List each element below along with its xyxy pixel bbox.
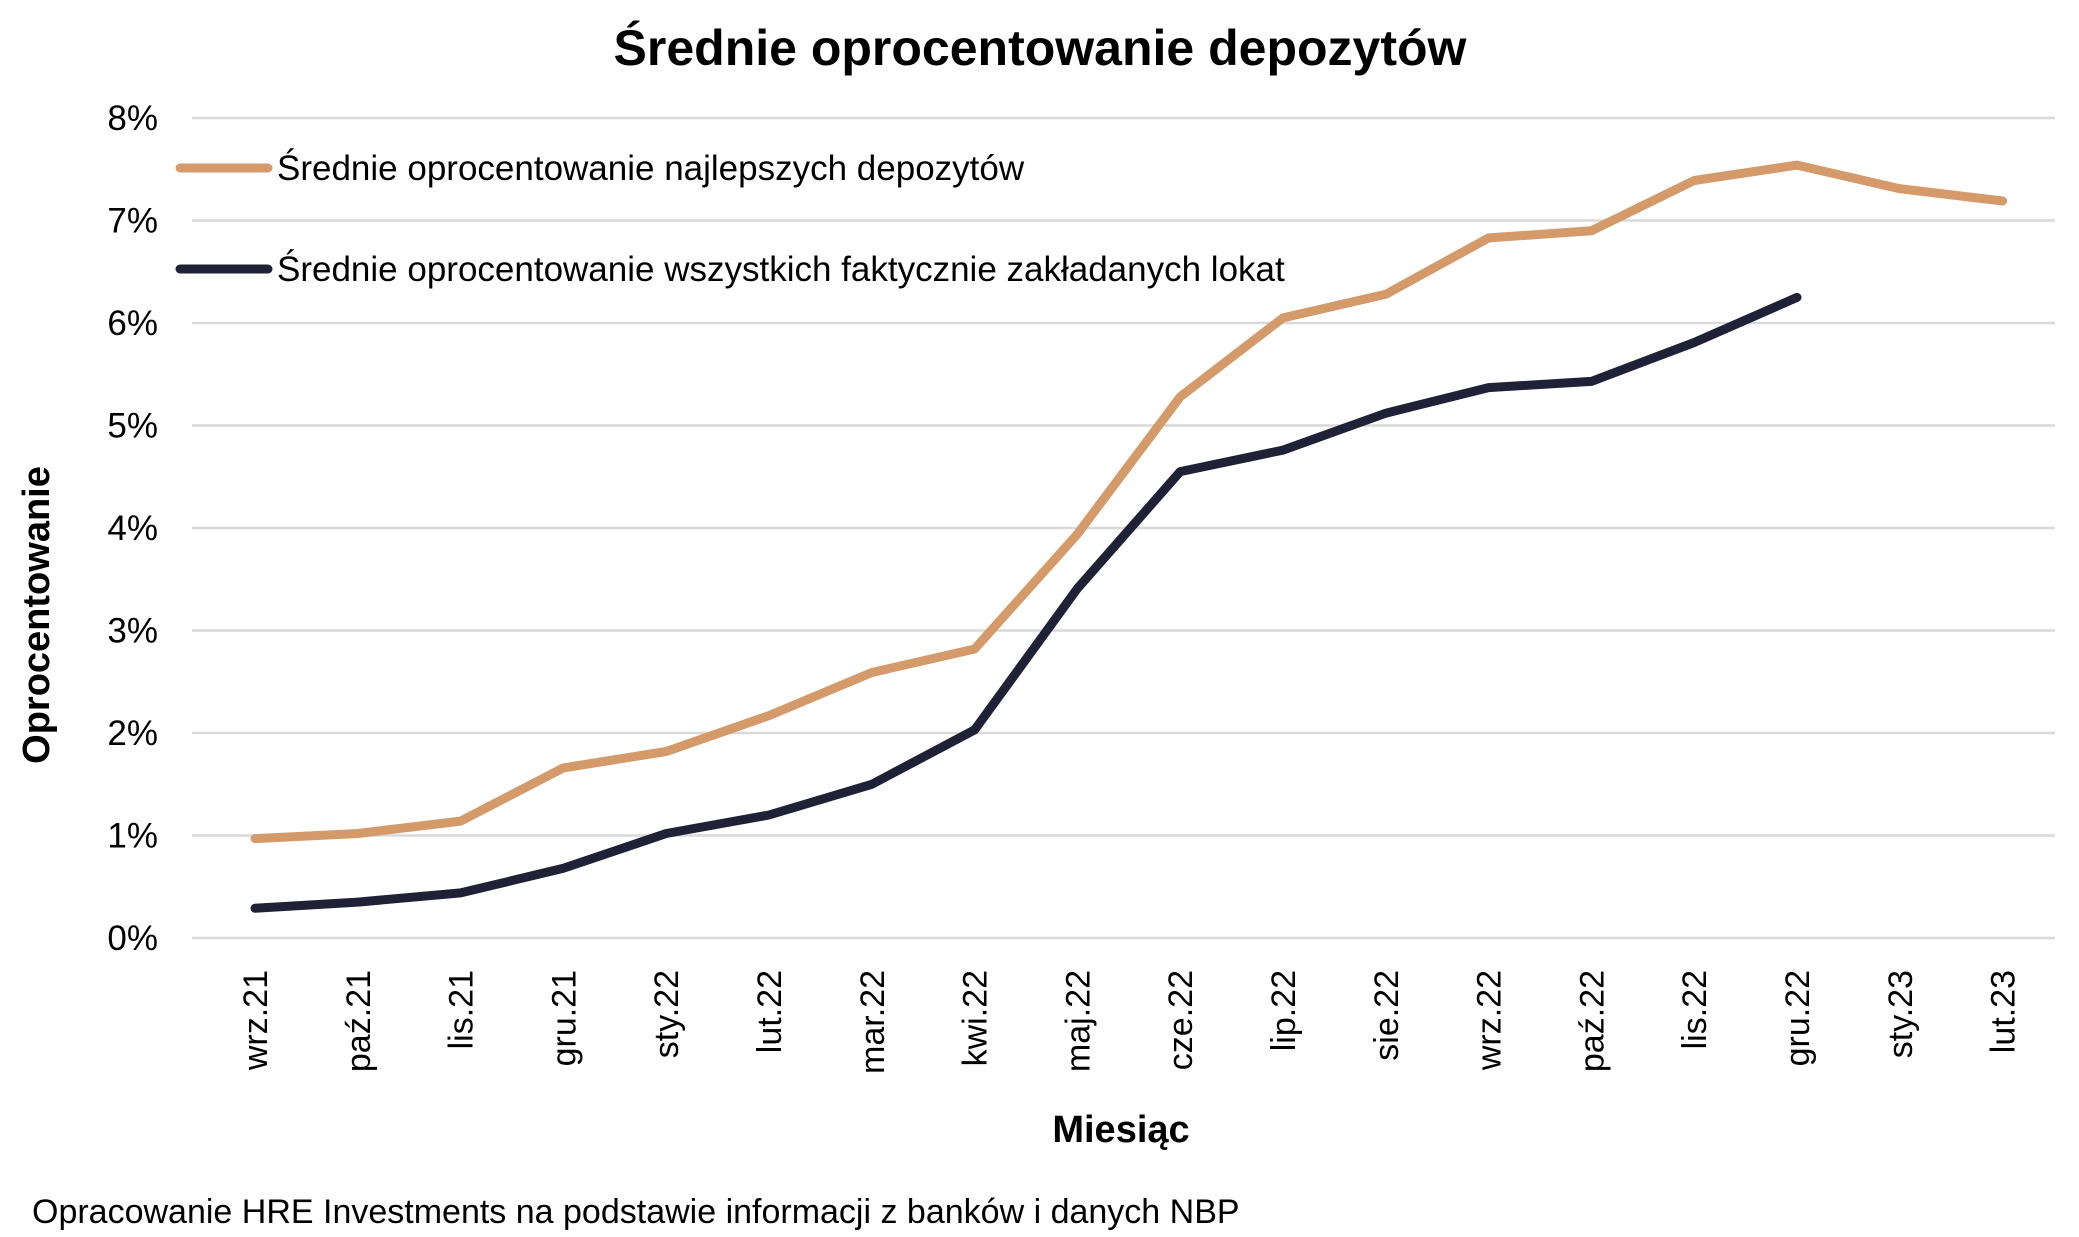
data-point [562,766,565,769]
data-point [973,728,976,731]
y-tick-label: 6% [107,304,158,343]
series-lines [250,160,2008,913]
data-point [2001,200,2004,203]
x-tick-label: lip.22 [1265,970,1303,1051]
x-axis-ticks: wrz.21 paź.21 lis.21 gru.21 sty.22 lut.22 mar.… [237,970,2023,1074]
data-point [1384,293,1387,296]
data-point [459,820,462,823]
data-point [459,891,462,894]
series-line-all-deposits [250,292,1802,913]
data-point [973,647,976,650]
x-tick-label: maj.22 [1059,970,1097,1072]
x-tick-label: sty.23 [1882,970,1920,1058]
data-point [1487,386,1490,389]
data-point [768,714,770,717]
gridlines [192,116,2055,940]
x-tick-label: lut.23 [1985,970,2023,1053]
data-point [254,907,256,910]
x-tick-label: paź.21 [340,970,378,1072]
x-tick-label: wrz.22 [1471,970,1509,1071]
data-point [1898,187,1901,190]
legend-label-all-deposits: Średnie oprocentowanie wszystkich faktyc… [277,249,1285,289]
y-axis-title: Oprocentowanie [16,466,58,764]
y-tick-label: 2% [107,714,158,753]
x-tick-label: lis.21 [443,970,481,1049]
x-tick-label: paź.22 [1573,970,1611,1072]
data-point [870,671,873,674]
chart-title: Średnie oprocentowanie depozytów [614,20,1467,76]
data-point [1693,341,1696,344]
x-tick-label: lut.22 [751,970,789,1053]
y-tick-label: 5% [107,407,158,446]
data-point [1282,316,1284,319]
x-tick-label: gru.22 [1779,970,1817,1066]
data-point [870,783,873,786]
x-tick-label: mar.22 [854,970,892,1074]
legend-label-best-deposits: Średnie oprocentowanie najlepszych depoz… [277,148,1025,188]
data-point [1179,395,1182,398]
y-tick-label: 8% [107,99,158,138]
legend: Średnie oprocentowanie najlepszych depoz… [175,148,1285,289]
data-point [1590,229,1593,232]
source-note: Opracowanie HRE Investments na podstawie… [32,1193,1240,1231]
x-tick-label: sie.22 [1368,970,1406,1061]
data-point [1076,533,1079,536]
data-point [768,814,770,816]
data-point [562,867,565,870]
data-point [1796,296,1798,299]
x-tick-label: wrz.21 [237,970,275,1071]
data-point [665,750,668,753]
y-tick-label: 4% [107,509,158,548]
x-tick-label: sty.22 [648,970,686,1058]
x-tick-label: gru.21 [545,970,583,1066]
data-point [1487,236,1490,239]
y-tick-label: 1% [107,817,158,856]
data-point [1282,449,1284,452]
data-point [254,837,256,840]
x-tick-label: cze.22 [1162,970,1200,1070]
data-point [356,901,359,904]
data-point [1179,470,1182,473]
x-tick-label: kwi.22 [957,970,995,1066]
y-tick-label: 7% [107,202,158,241]
x-tick-label: lis.22 [1676,970,1714,1049]
y-tick-label: 0% [107,919,158,958]
data-point [1796,164,1798,167]
data-point [1384,412,1387,415]
data-point [665,832,668,835]
series-line-best-deposits [250,160,2008,844]
data-point [1076,587,1079,590]
data-point [1590,380,1593,383]
y-tick-label: 3% [107,612,158,651]
data-point [356,832,359,835]
data-point [1693,179,1696,182]
y-axis-ticks: 0% 1% 2% 3% 4% 5% 6% 7% 8% [107,99,158,958]
x-axis-title: Miesiąc [1052,1109,1189,1151]
